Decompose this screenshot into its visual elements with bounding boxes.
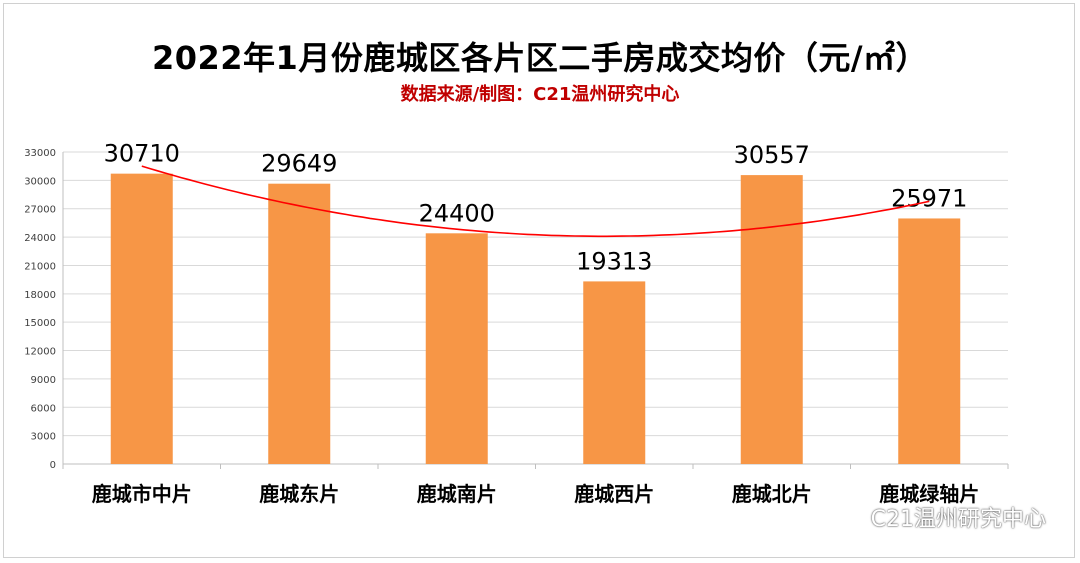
category-label: 鹿城绿轴片	[879, 482, 979, 506]
data-label: 30710	[104, 140, 180, 168]
data-label: 30557	[734, 141, 810, 169]
bar	[898, 218, 961, 464]
category-label: 鹿城市中片	[92, 482, 192, 506]
bar	[583, 281, 646, 464]
y-tick-label: 24000	[24, 233, 56, 244]
wechat-icon	[835, 506, 863, 528]
data-label: 25971	[891, 184, 967, 212]
data-label: 24400	[419, 199, 495, 227]
category-label: 鹿城西片	[574, 482, 654, 506]
bar	[268, 183, 331, 464]
y-tick-label: 30000	[24, 176, 56, 187]
data-label: 29649	[261, 150, 337, 178]
chart-subtitle: 数据来源/制图：C21温州研究中心	[400, 84, 680, 105]
data-label: 19313	[576, 247, 652, 275]
bar	[110, 173, 173, 464]
y-tick-label: 0	[50, 460, 56, 471]
y-tick-label: 33000	[24, 148, 56, 159]
watermark: C21温州研究中心	[835, 501, 1046, 533]
bar	[740, 175, 803, 464]
y-tick-label: 9000	[31, 375, 56, 386]
y-tick-label: 27000	[24, 205, 56, 216]
y-tick-label: 18000	[24, 290, 56, 301]
y-tick-label: 12000	[24, 347, 56, 358]
trend-line	[141, 165, 930, 238]
y-tick-label: 15000	[24, 318, 56, 329]
bar	[425, 233, 488, 464]
y-tick-label: 3000	[31, 432, 56, 443]
y-tick-label: 6000	[31, 403, 56, 414]
category-label: 鹿城北片	[732, 482, 812, 506]
category-label: 鹿城南片	[417, 482, 497, 506]
chart-title: 2022年1月份鹿城区各片区二手房成交均价（元/㎡）	[151, 39, 929, 77]
y-tick-label: 21000	[24, 261, 56, 272]
watermark-text: C21温州研究中心	[870, 507, 1046, 532]
chart-frame	[3, 3, 1075, 558]
category-label: 鹿城东片	[259, 482, 339, 506]
